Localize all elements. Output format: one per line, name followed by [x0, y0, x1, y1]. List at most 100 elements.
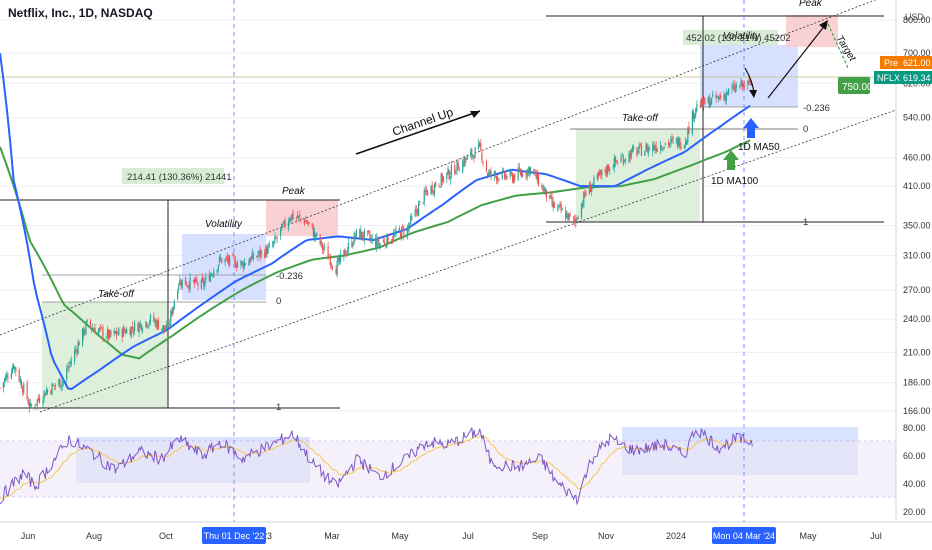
candle-body — [688, 126, 690, 133]
candle-body — [620, 157, 622, 162]
candle-body — [639, 144, 641, 145]
candle-body — [628, 152, 630, 163]
candle-body — [66, 369, 68, 380]
candle-body — [339, 254, 342, 262]
candle-body — [613, 157, 615, 168]
candle-body — [598, 172, 601, 174]
candle-body — [266, 247, 268, 255]
candle-body — [464, 157, 466, 166]
candle-body — [427, 190, 429, 196]
candle-body — [315, 233, 317, 238]
candle-body — [59, 378, 61, 388]
candle-body — [319, 234, 321, 245]
candle-body — [44, 393, 46, 397]
candle-body — [83, 327, 85, 336]
candle-body — [465, 158, 467, 160]
candle-body — [43, 391, 45, 399]
candle-body — [122, 327, 124, 337]
rsi-tick: 80.00 — [903, 423, 926, 433]
candle-body — [493, 171, 495, 176]
candle-body — [654, 147, 656, 151]
candle-body — [361, 231, 363, 238]
candle-body — [670, 138, 672, 144]
candle-body — [124, 331, 127, 334]
candle-body — [322, 248, 325, 250]
candle-body — [600, 170, 602, 175]
candle-body — [283, 220, 285, 224]
candle-body — [213, 270, 215, 277]
candle-body — [716, 95, 718, 98]
candle-body — [123, 329, 126, 332]
candle-body — [723, 94, 725, 100]
candle-body — [320, 241, 322, 244]
candle-body — [585, 194, 587, 195]
candle-body — [94, 328, 96, 334]
candle-body — [410, 216, 412, 225]
price-axis-bg — [896, 0, 932, 550]
candle-body — [395, 229, 397, 235]
candle-body — [93, 329, 95, 330]
candle-body — [344, 248, 346, 256]
candle-body — [200, 279, 202, 289]
fib1-1-label: 1 — [276, 402, 281, 413]
candle-body — [553, 203, 555, 208]
candle-body — [22, 388, 24, 393]
candle-body — [106, 329, 109, 337]
rsi-tick: 40.00 — [903, 479, 926, 489]
candle-body — [614, 156, 617, 163]
fib1-0-label: 0 — [276, 296, 281, 307]
rsi-layer — [0, 426, 753, 506]
candle-body — [100, 325, 102, 327]
candle-body — [77, 342, 79, 355]
candle-body — [115, 330, 118, 336]
candle-body — [338, 256, 340, 262]
candle-body — [52, 384, 54, 386]
candle-body — [295, 217, 298, 219]
candle-body — [704, 98, 706, 105]
candle-body — [369, 234, 371, 239]
price-axis[interactable]: USD — [895, 0, 932, 550]
channel-lower-line — [39, 109, 897, 413]
candle-body — [708, 96, 710, 108]
candle-body — [486, 173, 489, 177]
candle-body — [330, 263, 333, 265]
candle-body — [368, 230, 370, 234]
candle-body — [557, 206, 559, 208]
candle-body — [3, 378, 6, 384]
ma50-label: 1D MA50 — [738, 142, 780, 153]
candle-body — [212, 274, 214, 276]
candle-body — [683, 145, 686, 149]
price-tick: 700.00 — [903, 48, 931, 58]
candle-body — [290, 218, 292, 222]
candle-body — [113, 330, 115, 335]
candle-body — [68, 365, 70, 368]
symbol-title: Netflix, Inc., 1D, NASDAQ — [8, 6, 153, 20]
candle-body — [391, 238, 394, 241]
target-value-badge — [838, 77, 870, 94]
candle-body — [243, 261, 245, 268]
candle-body — [709, 102, 712, 107]
candle-body — [362, 236, 364, 239]
candle-body — [102, 327, 104, 338]
candle-body — [85, 322, 87, 334]
candle-body — [726, 91, 729, 95]
candle-body — [260, 250, 262, 255]
candle-body — [387, 235, 389, 244]
candle-body — [233, 257, 235, 259]
candle-body — [589, 185, 592, 193]
candle-body — [84, 331, 86, 334]
candle-body — [196, 279, 198, 283]
candle-body — [588, 183, 591, 195]
candle-body — [572, 216, 575, 218]
candle-body — [188, 285, 190, 289]
candle-body — [279, 228, 282, 236]
candle-body — [415, 208, 417, 212]
candle-body — [617, 163, 619, 165]
channel-arrow — [355, 110, 481, 155]
candle-body — [60, 385, 62, 389]
candle-body — [265, 246, 267, 257]
candle-body — [439, 186, 441, 188]
candle-body — [583, 192, 585, 207]
candle-body — [18, 369, 20, 382]
